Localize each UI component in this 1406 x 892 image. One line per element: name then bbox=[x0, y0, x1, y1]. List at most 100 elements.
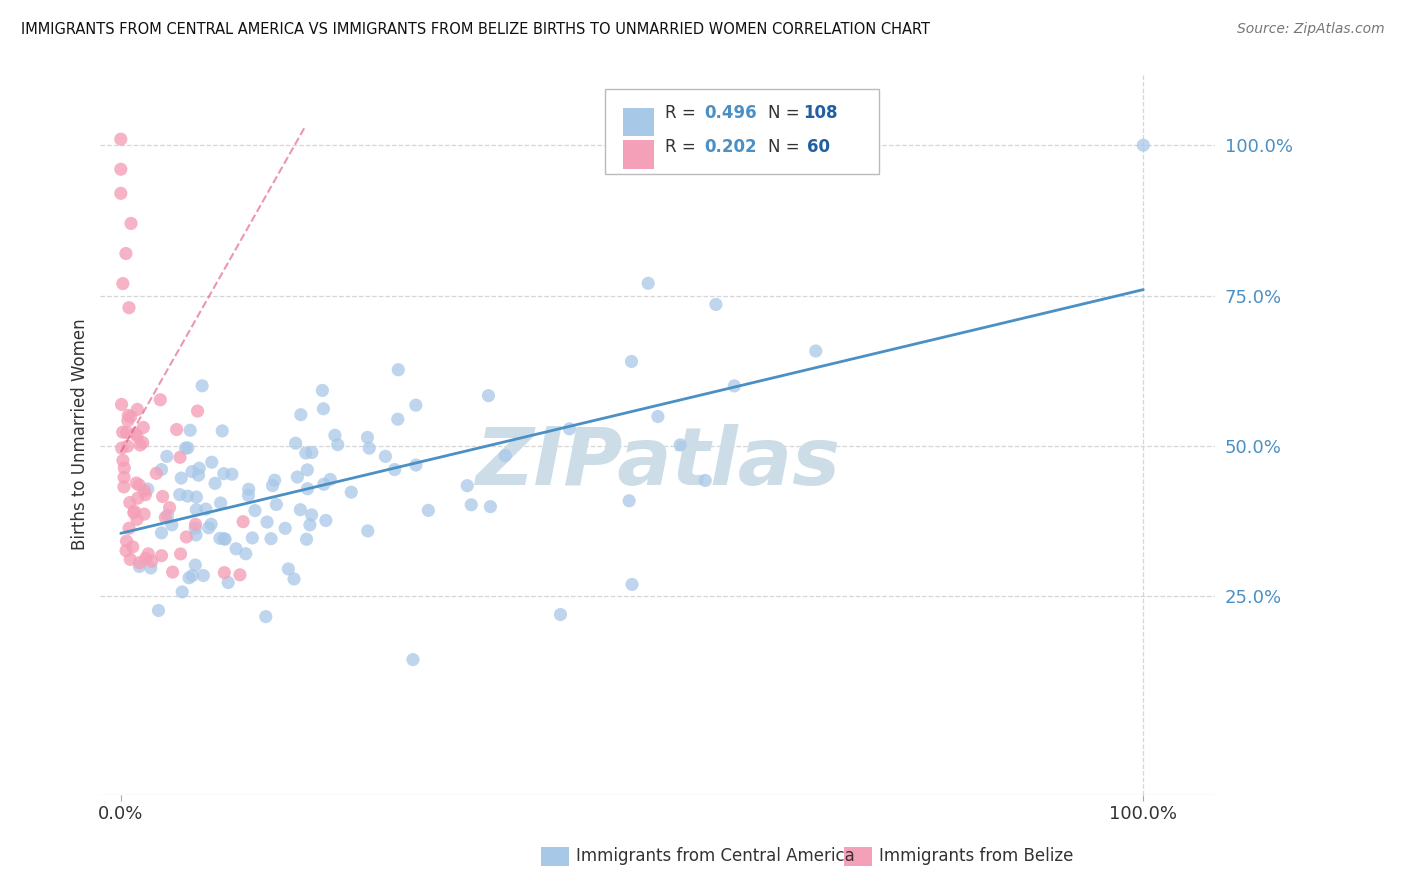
Point bbox=[134, 488, 156, 502]
Text: N =: N = bbox=[768, 104, 804, 122]
Point bbox=[295, 533, 318, 547]
Point bbox=[112, 480, 135, 494]
Point bbox=[120, 216, 142, 230]
Point bbox=[221, 467, 243, 482]
Point bbox=[357, 524, 380, 538]
Point bbox=[155, 510, 177, 524]
Point bbox=[232, 515, 254, 529]
Text: IMMIGRANTS FROM CENTRAL AMERICA VS IMMIGRANTS FROM BELIZE BIRTHS TO UNMARRIED WO: IMMIGRANTS FROM CENTRAL AMERICA VS IMMIG… bbox=[21, 22, 931, 37]
Point bbox=[669, 438, 692, 452]
Point bbox=[121, 540, 143, 554]
Text: 60: 60 bbox=[807, 138, 830, 156]
Point bbox=[479, 500, 502, 514]
Point bbox=[374, 450, 396, 464]
Point bbox=[120, 552, 142, 566]
Point bbox=[262, 478, 284, 492]
Point bbox=[243, 503, 266, 517]
Point bbox=[704, 297, 727, 311]
Text: Immigrants from Central America: Immigrants from Central America bbox=[576, 847, 855, 865]
Point bbox=[179, 423, 201, 437]
Point bbox=[162, 565, 184, 579]
Point bbox=[209, 496, 232, 510]
Point bbox=[319, 472, 342, 486]
Point bbox=[214, 533, 236, 547]
Point bbox=[297, 463, 319, 477]
Point bbox=[204, 476, 226, 491]
Point bbox=[110, 186, 132, 201]
Point bbox=[160, 517, 183, 532]
Point bbox=[118, 301, 141, 315]
Point bbox=[112, 461, 135, 475]
Point bbox=[208, 531, 231, 545]
Point bbox=[150, 549, 173, 563]
Point bbox=[132, 435, 155, 450]
Point bbox=[284, 436, 307, 450]
Point bbox=[124, 426, 146, 441]
Point bbox=[1132, 138, 1154, 153]
Point bbox=[150, 462, 173, 476]
Point bbox=[356, 430, 378, 444]
Point bbox=[617, 493, 640, 508]
Point bbox=[283, 572, 305, 586]
Point bbox=[312, 477, 335, 491]
Point bbox=[212, 467, 235, 481]
Point bbox=[200, 517, 222, 532]
Point bbox=[148, 603, 170, 617]
Point bbox=[201, 455, 224, 469]
Point bbox=[176, 530, 198, 544]
Point bbox=[128, 478, 150, 492]
Point bbox=[134, 507, 156, 521]
Point bbox=[186, 490, 208, 504]
Point bbox=[558, 422, 581, 436]
Point bbox=[477, 389, 499, 403]
Point bbox=[254, 609, 277, 624]
Point bbox=[136, 547, 159, 561]
Point bbox=[118, 521, 141, 535]
Text: ZIPatlas: ZIPatlas bbox=[475, 424, 841, 502]
Point bbox=[297, 482, 319, 496]
Point bbox=[125, 512, 148, 526]
Point bbox=[184, 528, 207, 542]
Text: Source: ZipAtlas.com: Source: ZipAtlas.com bbox=[1237, 22, 1385, 37]
Text: Immigrants from Belize: Immigrants from Belize bbox=[879, 847, 1073, 865]
Point bbox=[194, 502, 217, 516]
Point bbox=[315, 514, 337, 528]
Point bbox=[177, 441, 200, 455]
Text: 0.202: 0.202 bbox=[704, 138, 756, 156]
Point bbox=[277, 562, 299, 576]
Point bbox=[312, 401, 335, 416]
Point bbox=[274, 521, 297, 535]
Point bbox=[111, 441, 134, 455]
Point bbox=[136, 482, 159, 496]
Point bbox=[159, 500, 181, 515]
Point bbox=[124, 504, 146, 518]
Point bbox=[141, 554, 163, 568]
Point bbox=[326, 438, 349, 452]
Point bbox=[621, 577, 644, 591]
Point bbox=[186, 502, 208, 516]
Point bbox=[240, 531, 263, 545]
Point bbox=[456, 478, 478, 492]
Point bbox=[166, 423, 188, 437]
Point bbox=[125, 429, 148, 443]
Point bbox=[120, 409, 142, 424]
Point bbox=[193, 568, 215, 582]
Point bbox=[214, 566, 236, 580]
Point bbox=[145, 467, 167, 481]
Point bbox=[110, 397, 132, 411]
Point bbox=[176, 489, 198, 503]
Point bbox=[695, 474, 717, 488]
Point bbox=[118, 495, 141, 509]
Point bbox=[188, 461, 211, 475]
Point bbox=[111, 425, 134, 439]
Point bbox=[156, 508, 179, 523]
Point bbox=[135, 551, 157, 566]
Point bbox=[402, 652, 425, 666]
Text: 0.496: 0.496 bbox=[704, 104, 756, 122]
Point bbox=[263, 473, 285, 487]
Point bbox=[115, 246, 138, 260]
Point bbox=[139, 561, 162, 575]
Point bbox=[132, 420, 155, 434]
Point bbox=[110, 162, 132, 177]
Point bbox=[340, 485, 363, 500]
